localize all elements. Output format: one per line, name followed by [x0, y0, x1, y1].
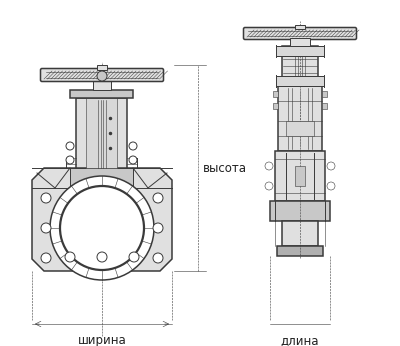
Circle shape [65, 252, 75, 262]
Circle shape [129, 156, 137, 164]
FancyBboxPatch shape [244, 27, 356, 39]
Circle shape [66, 142, 74, 150]
Circle shape [60, 186, 144, 270]
Text: длина: длина [281, 334, 319, 346]
FancyBboxPatch shape [40, 69, 164, 82]
Bar [290, 38, 310, 46]
Bar [322, 103, 327, 109]
Text: высота: высота [203, 162, 247, 174]
Bar [277, 246, 323, 256]
Bar [276, 46, 324, 56]
Bar [286, 121, 314, 136]
Circle shape [50, 176, 154, 280]
Bar [295, 25, 305, 29]
Circle shape [66, 156, 74, 164]
Bar [76, 98, 127, 168]
Bar [282, 46, 318, 86]
Bar [276, 76, 324, 86]
Bar [86, 98, 117, 168]
Circle shape [153, 223, 163, 233]
Polygon shape [32, 168, 172, 271]
Bar [270, 201, 330, 221]
Circle shape [129, 142, 137, 150]
Circle shape [129, 252, 139, 262]
Circle shape [153, 253, 163, 263]
Circle shape [327, 182, 335, 190]
Bar [273, 103, 278, 109]
Bar [70, 90, 133, 98]
Bar [295, 166, 305, 186]
Bar [70, 168, 133, 188]
Circle shape [97, 71, 107, 81]
Bar [93, 80, 111, 90]
Circle shape [327, 162, 335, 170]
Text: ширина: ширина [78, 334, 126, 346]
Circle shape [41, 223, 51, 233]
Circle shape [265, 182, 273, 190]
Bar [273, 91, 278, 97]
Bar [322, 91, 327, 97]
Circle shape [265, 162, 273, 170]
Bar [282, 221, 318, 246]
Circle shape [41, 253, 51, 263]
Circle shape [97, 252, 107, 262]
Bar [278, 86, 322, 151]
Bar [275, 151, 325, 201]
Circle shape [153, 193, 163, 203]
Bar [97, 65, 107, 70]
Circle shape [41, 193, 51, 203]
